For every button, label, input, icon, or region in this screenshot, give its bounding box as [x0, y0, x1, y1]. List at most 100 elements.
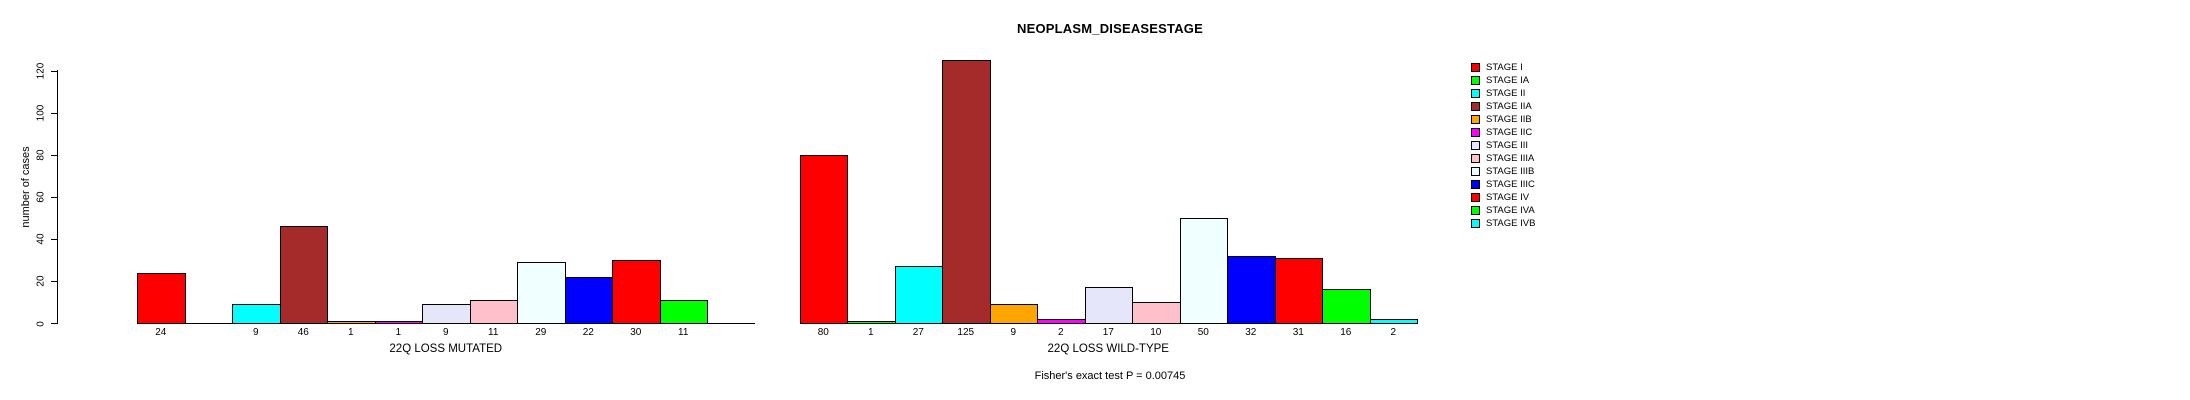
bar-stage-iib	[327, 321, 376, 324]
legend-color-swatch	[1471, 154, 1480, 163]
bar-stage-iva	[1322, 289, 1371, 324]
bar-stage-iib	[989, 304, 1038, 324]
bar-stage-ivb	[1369, 319, 1418, 324]
bar-value-label: 9	[1010, 327, 1017, 338]
legend-color-swatch	[1471, 63, 1480, 72]
legend-item-label: STAGE III	[1486, 140, 1529, 151]
bar-stage-iv	[1274, 258, 1323, 324]
legend-item-label: STAGE IVB	[1486, 218, 1536, 229]
bar-value-label: 2	[1057, 327, 1064, 338]
y-tick-label: 0	[35, 320, 47, 327]
bar-stage-iiic	[564, 277, 613, 324]
y-tick-mark	[51, 323, 57, 324]
bar-value-label: 29	[535, 327, 547, 338]
bar-value-label: 10	[1150, 327, 1162, 338]
bar-stage-iiib	[517, 262, 566, 324]
bar-value-label: 9	[252, 327, 259, 338]
legend-item: STAGE II	[1471, 87, 1535, 100]
bar-value-label: 11	[488, 327, 499, 338]
legend-item: STAGE I	[1471, 61, 1535, 74]
bar-value-label: 11	[678, 327, 689, 338]
y-tick-label: 20	[35, 275, 47, 287]
y-axis-line	[57, 70, 58, 324]
legend-color-swatch	[1471, 206, 1480, 215]
legend-item: STAGE IIA	[1471, 100, 1535, 113]
legend-item: STAGE IIIC	[1471, 178, 1535, 191]
y-tick-mark	[51, 154, 57, 156]
y-tick-label: 120	[35, 62, 47, 80]
bar-stage-iia	[279, 226, 328, 324]
legend-color-swatch	[1471, 141, 1480, 150]
bar-value-label: 32	[1245, 327, 1257, 338]
legend-item: STAGE III	[1471, 139, 1535, 152]
bar-stage-ii	[232, 304, 281, 324]
bar-stage-iii	[422, 304, 471, 324]
bar-value-label: 2	[1390, 327, 1397, 338]
legend-item: STAGE IIIB	[1471, 165, 1535, 178]
bar-stage-i	[137, 273, 186, 324]
legend-item-label: STAGE IV	[1486, 192, 1530, 203]
bar-stage-ia	[847, 321, 896, 324]
bar-stage-iiia	[469, 300, 518, 324]
legend: STAGE I STAGE IA STAGE II STAGE IIA STAGE II…	[1471, 61, 1535, 230]
legend-item-label: STAGE IIC	[1486, 127, 1533, 138]
bar-value-label: 17	[1102, 327, 1114, 338]
legend-item-label: STAGE IIIB	[1486, 166, 1535, 177]
y-tick-mark	[51, 112, 57, 114]
legend-item-label: STAGE IIIA	[1486, 153, 1535, 164]
legend-item-label: STAGE IIA	[1486, 101, 1532, 112]
bar-value-label: 30	[630, 327, 642, 338]
legend-item: STAGE IVB	[1471, 217, 1535, 230]
bar-value-label: 1	[867, 327, 874, 338]
legend-color-swatch	[1471, 180, 1480, 189]
y-tick-label: 60	[35, 191, 47, 203]
chart-title: NEOPLASM_DISEASESTAGE	[1017, 21, 1203, 36]
bar-stage-iiic	[1227, 256, 1276, 324]
bar-value-label: 22	[582, 327, 594, 338]
legend-color-swatch	[1471, 115, 1480, 124]
bar-stage-iv	[612, 260, 661, 324]
x-axis-group-label: 22Q LOSS MUTATED	[389, 343, 503, 355]
legend-item-label: STAGE II	[1486, 88, 1526, 99]
legend-item: STAGE IA	[1471, 74, 1535, 87]
legend-color-swatch	[1471, 128, 1480, 137]
bar-stage-iic	[374, 321, 423, 324]
bar-value-label: 27	[912, 327, 924, 338]
bar-stage-iia	[942, 60, 991, 324]
bar-stage-iiia	[1132, 302, 1181, 324]
legend-item-label: STAGE IA	[1486, 75, 1530, 86]
bar-stage-i	[799, 155, 848, 324]
legend-item: STAGE IIB	[1471, 113, 1535, 126]
y-axis-title: number of cases	[20, 146, 32, 228]
bar-value-label: 1	[395, 327, 402, 338]
fisher-test-annotation: Fisher's exact test P = 0.00745	[1034, 370, 1186, 382]
y-tick-mark	[51, 280, 57, 282]
legend-item-label: STAGE IIB	[1486, 114, 1532, 125]
legend-item: STAGE IIIA	[1471, 152, 1535, 165]
bar-value-label: 1	[347, 327, 354, 338]
legend-item-label: STAGE I	[1486, 62, 1523, 73]
legend-item: STAGE IVA	[1471, 204, 1535, 217]
y-tick-mark	[51, 196, 57, 198]
y-tick-label: 40	[35, 233, 47, 245]
bar-stage-iic	[1037, 319, 1086, 324]
bar-value-label: 80	[817, 327, 829, 338]
legend-color-swatch	[1471, 193, 1480, 202]
legend-color-swatch	[1471, 76, 1480, 85]
x-axis-group-label: 22Q LOSS WILD-TYPE	[1047, 343, 1169, 355]
bar-value-label: 46	[297, 327, 309, 338]
y-tick-label: 100	[35, 104, 47, 122]
legend-color-swatch	[1471, 102, 1480, 111]
legend-item: STAGE IIC	[1471, 126, 1535, 139]
legend-item-label: STAGE IIIC	[1486, 179, 1535, 190]
y-tick-mark	[51, 238, 57, 240]
legend-color-swatch	[1471, 89, 1480, 98]
bar-value-label: 50	[1197, 327, 1209, 338]
bar-value-label: 31	[1292, 327, 1304, 338]
legend-item: STAGE IV	[1471, 191, 1535, 204]
bar-stage-iiib	[1179, 218, 1228, 324]
bar-value-label: 16	[1340, 327, 1352, 338]
legend-item-label: STAGE IVA	[1486, 205, 1535, 216]
bar-value-label: 9	[442, 327, 449, 338]
